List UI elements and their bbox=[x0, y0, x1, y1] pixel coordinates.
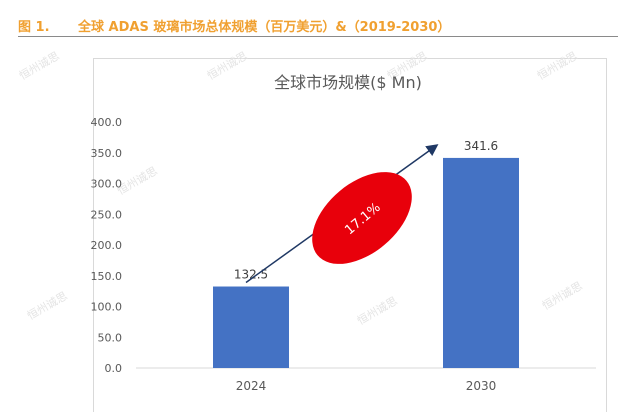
x-tick-label: 2024 bbox=[236, 379, 267, 393]
svg-text:恒州诚思: 恒州诚思 bbox=[355, 294, 400, 327]
y-tick-label: 100.0 bbox=[91, 301, 123, 314]
y-tick-label: 400.0 bbox=[91, 116, 123, 129]
y-axis: 0.0 50.0 100.0 150.0 200.0 250.0 300.0 350.0 400… bbox=[91, 116, 123, 375]
y-tick-label: 200.0 bbox=[91, 239, 123, 252]
y-tick-label: 50.0 bbox=[98, 331, 123, 344]
y-tick-label: 0.0 bbox=[105, 362, 123, 375]
figure-number: 图 1. bbox=[18, 20, 50, 35]
svg-text:恒州诚思: 恒州诚思 bbox=[205, 49, 250, 82]
y-tick-label: 250.0 bbox=[91, 208, 123, 221]
bar-2030 bbox=[443, 157, 519, 368]
svg-text:恒州诚思: 恒州诚思 bbox=[25, 289, 70, 322]
growth-annotation: 17.1% bbox=[245, 144, 439, 284]
bar-value-label: 341.6 bbox=[464, 139, 498, 153]
svg-text:恒州诚思: 恒州诚思 bbox=[540, 279, 585, 312]
chart-title: 全球市场规模($ Mn) bbox=[274, 73, 422, 92]
figure-header: 图 1. 全球 ADAS 玻璃市场总体规模（百万美元）&（2019-2030） bbox=[18, 8, 618, 37]
y-tick-label: 300.0 bbox=[91, 178, 123, 191]
chart-frame bbox=[93, 58, 607, 412]
bars-layer: 132.5 2024 341.6 2030 bbox=[213, 139, 519, 393]
growth-ellipse bbox=[312, 172, 412, 264]
svg-text:恒州诚思: 恒州诚思 bbox=[17, 49, 62, 82]
y-tick-label: 350.0 bbox=[91, 147, 123, 160]
bar-2024 bbox=[213, 286, 289, 368]
svg-text:恒州诚思: 恒州诚思 bbox=[535, 49, 580, 82]
bar-value-label: 132.5 bbox=[234, 268, 268, 282]
y-tick-label: 150.0 bbox=[91, 270, 123, 283]
x-tick-label: 2030 bbox=[466, 379, 497, 393]
figure-title: 全球 ADAS 玻璃市场总体规模（百万美元）&（2019-2030） bbox=[78, 20, 451, 35]
